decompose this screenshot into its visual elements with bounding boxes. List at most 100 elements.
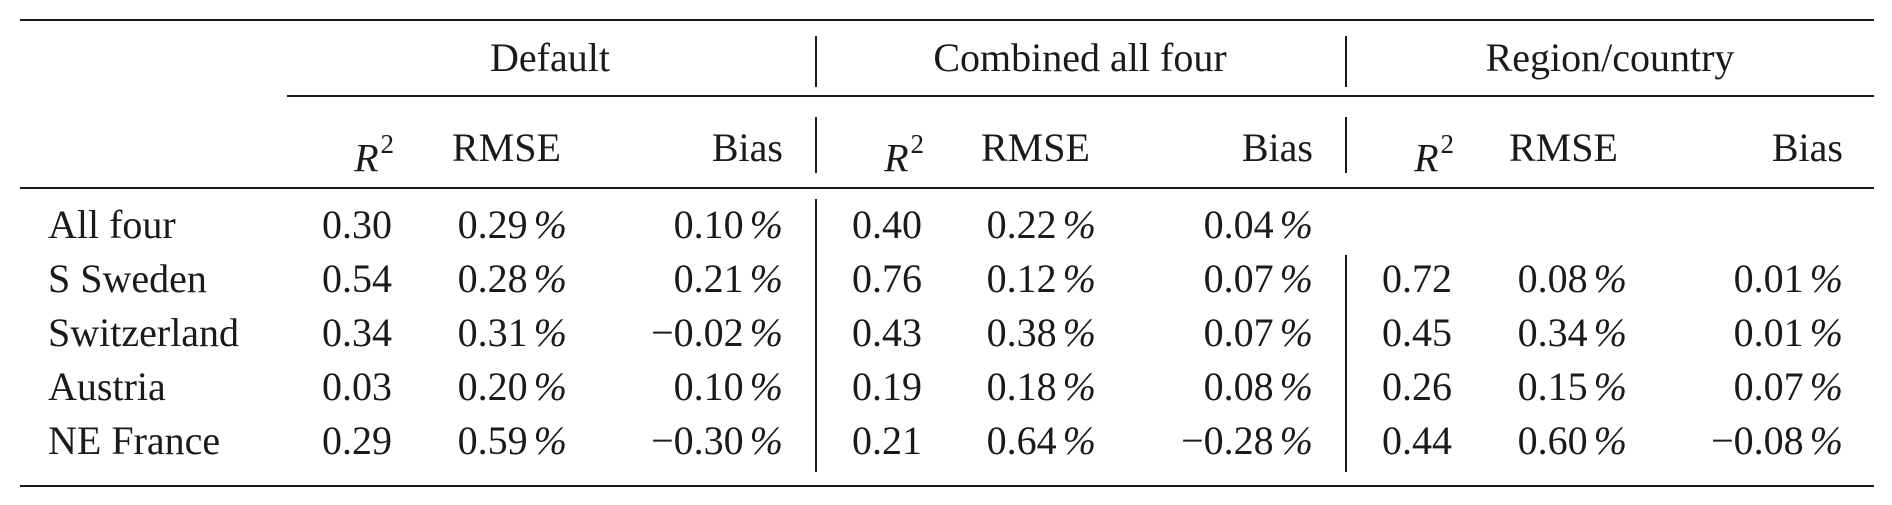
percent-sign: %	[1062, 418, 1096, 463]
header-rule	[20, 187, 1874, 189]
row-label: Austria	[48, 364, 166, 409]
percent-sign: %	[1279, 202, 1313, 247]
percent-sign: %	[1593, 310, 1627, 355]
r2-value-default: 0.34	[322, 310, 392, 355]
r2-value-default: 0.54	[322, 256, 392, 301]
bias-value-default: 0.10%	[583, 201, 783, 249]
percent-sign: %	[1279, 256, 1313, 301]
bias-value-default: −0.02%	[583, 309, 783, 357]
percent-sign: %	[749, 202, 783, 247]
percent-sign: %	[1593, 418, 1627, 463]
percent-sign: %	[1593, 256, 1627, 301]
bias-number: 0.10	[673, 202, 744, 247]
bias-value-region: 0.01%	[1643, 309, 1843, 357]
rmse-number: 0.12	[986, 256, 1057, 301]
bias-number: 0.01	[1733, 310, 1804, 355]
percent-sign: %	[1279, 418, 1313, 463]
r2-header-region: R2	[1360, 124, 1454, 182]
r2-value-combined: 0.40	[852, 202, 922, 247]
r2-exponent: 2	[1440, 129, 1455, 159]
bias-number: −0.08	[1711, 418, 1804, 463]
rmse-number: 0.29	[457, 202, 528, 247]
percent-sign: %	[1809, 310, 1843, 355]
bias-value-combined: 0.07%	[1113, 309, 1313, 357]
r2-value-region: 0.45	[1382, 310, 1452, 355]
row-label: NE France	[48, 418, 221, 463]
r2-value-region: 0.26	[1382, 364, 1452, 409]
rmse-number: 0.15	[1517, 364, 1588, 409]
rmse-number: 0.60	[1517, 418, 1588, 463]
percent-sign: %	[533, 310, 567, 355]
r2-exponent: 2	[910, 129, 925, 159]
percent-sign: %	[533, 202, 567, 247]
rmse-value-region: 0.34%	[1427, 309, 1627, 357]
group-separator-1	[815, 36, 817, 87]
rmse-number: 0.22	[986, 202, 1057, 247]
r2-exponent: 2	[380, 129, 395, 159]
r2-value-combined: 0.19	[852, 364, 922, 409]
rmse-number: 0.38	[986, 310, 1057, 355]
percent-sign: %	[749, 418, 783, 463]
rmse-number: 0.64	[986, 418, 1057, 463]
bias-header-region: Bias	[1771, 125, 1843, 170]
rmse-number: 0.20	[457, 364, 528, 409]
bias-header-combined: Bias	[1241, 125, 1313, 170]
rmse-number: 0.31	[457, 310, 528, 355]
bias-value-default: 0.10%	[583, 363, 783, 411]
row-label: S Sweden	[48, 256, 207, 301]
bias-number: −0.02	[651, 310, 744, 355]
rmse-value-combined: 0.64%	[896, 417, 1096, 465]
bias-number: −0.30	[651, 418, 744, 463]
bias-value-combined: 0.07%	[1113, 255, 1313, 303]
percent-sign: %	[1062, 202, 1096, 247]
percent-sign: %	[1593, 364, 1627, 409]
group-header-default: Default	[490, 35, 610, 80]
percent-sign: %	[1062, 310, 1096, 355]
percent-sign: %	[533, 256, 567, 301]
r2-value-region: 0.44	[1382, 418, 1452, 463]
rmse-number: 0.08	[1517, 256, 1588, 301]
rmse-value-default: 0.31%	[367, 309, 567, 357]
percent-sign: %	[749, 364, 783, 409]
bias-number: 0.21	[673, 256, 744, 301]
rmse-number: 0.59	[457, 418, 528, 463]
r2-value-default: 0.03	[322, 364, 392, 409]
percent-sign: %	[1062, 364, 1096, 409]
rmse-header-default: RMSE	[452, 125, 561, 170]
group-rule	[287, 95, 1874, 97]
group-header-region: Region/country	[1485, 35, 1735, 80]
percent-sign: %	[533, 364, 567, 409]
group-separator-2	[1345, 36, 1347, 87]
rmse-value-region: 0.08%	[1427, 255, 1627, 303]
row-label: All four	[48, 202, 176, 247]
rmse-value-combined: 0.12%	[896, 255, 1096, 303]
bias-value-region: 0.01%	[1643, 255, 1843, 303]
percent-sign: %	[1809, 364, 1843, 409]
header-separator-2	[1345, 117, 1347, 173]
bias-number: −0.28	[1181, 418, 1274, 463]
bias-number: 0.07	[1733, 364, 1804, 409]
percent-sign: %	[1809, 256, 1843, 301]
rmse-value-default: 0.29%	[367, 201, 567, 249]
body-separator-1	[815, 199, 817, 472]
percent-sign: %	[533, 418, 567, 463]
percent-sign: %	[749, 310, 783, 355]
header-separator-1	[815, 117, 817, 173]
rmse-value-combined: 0.38%	[896, 309, 1096, 357]
r2-header-default: R2	[300, 124, 394, 182]
bias-number: 0.08	[1203, 364, 1274, 409]
r2-symbol: R	[354, 135, 379, 181]
percent-sign: %	[1279, 364, 1313, 409]
percent-sign: %	[1809, 418, 1843, 463]
bias-value-combined: −0.28%	[1113, 417, 1313, 465]
bias-value-default: −0.30%	[583, 417, 783, 465]
r2-value-combined: 0.43	[852, 310, 922, 355]
rmse-number: 0.28	[457, 256, 528, 301]
bias-value-combined: 0.04%	[1113, 201, 1313, 249]
rmse-header-combined: RMSE	[981, 125, 1090, 170]
body-separator-2	[1345, 255, 1347, 472]
percent-sign: %	[1279, 310, 1313, 355]
bias-value-region: 0.07%	[1643, 363, 1843, 411]
r2-value-combined: 0.21	[852, 418, 922, 463]
top-rule	[20, 19, 1874, 21]
